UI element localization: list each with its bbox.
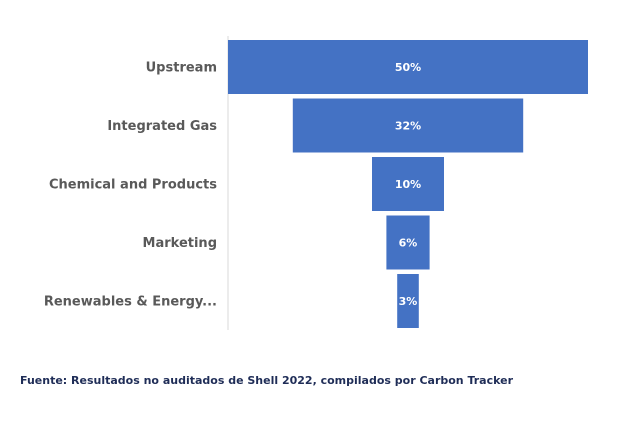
category-label-renewables-energy: Renewables & Energy...: [44, 295, 217, 310]
funnel-chart: Upstream Integrated Gas Chemical and Produ…: [44, 36, 588, 330]
value-label-integrated-gas: 32%: [395, 120, 421, 133]
category-label-integrated-gas: Integrated Gas: [107, 119, 217, 134]
value-label-renewables-energy: 3%: [399, 295, 418, 308]
bar-marketing: [386, 215, 430, 270]
category-label-chemical-and-products: Chemical and Products: [49, 178, 217, 193]
category-label-marketing: Marketing: [143, 236, 217, 251]
value-labels-group: 50% 32% 10% 6% 3%: [395, 61, 421, 308]
value-label-upstream: 50%: [395, 61, 421, 74]
value-label-marketing: 6%: [399, 237, 418, 250]
bars-group: [228, 40, 588, 328]
source-note: Fuente: Resultados no auditados de Shell…: [20, 374, 514, 387]
category-labels-group: Upstream Integrated Gas Chemical and Produ…: [44, 61, 217, 310]
bar-upstream: [228, 40, 588, 94]
value-label-chemical-and-products: 10%: [395, 178, 421, 191]
category-label-upstream: Upstream: [146, 61, 217, 76]
bar-renewables-energy: [397, 274, 419, 328]
bar-integrated-gas: [292, 98, 524, 153]
bar-chemical-and-products: [372, 157, 444, 211]
